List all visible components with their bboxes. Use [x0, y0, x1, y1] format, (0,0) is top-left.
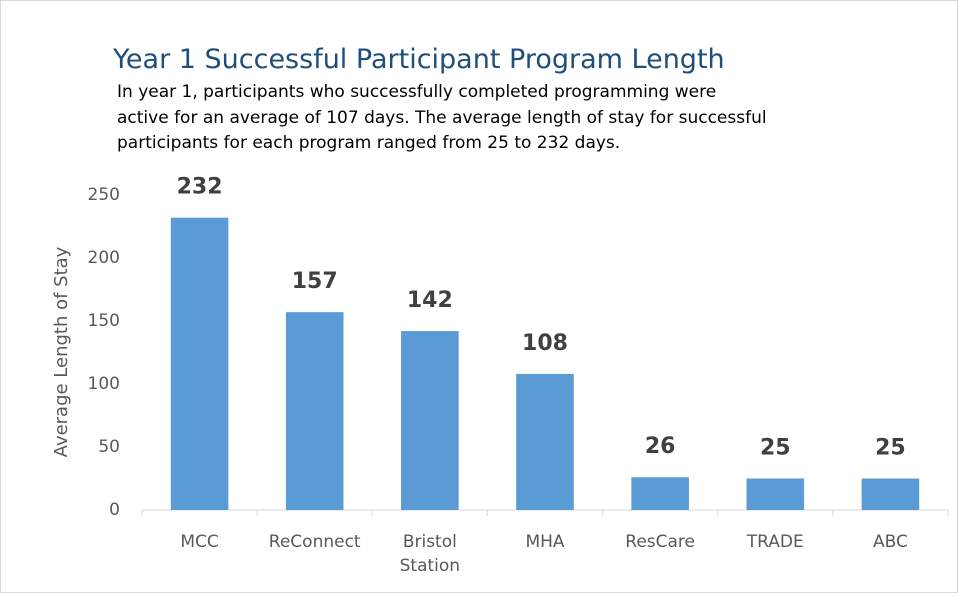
y-axis-label: Average Length of Stay	[51, 246, 72, 457]
bar	[631, 477, 689, 510]
y-tick-label: 200	[88, 248, 120, 268]
x-tick-label: ResCare	[625, 532, 695, 552]
data-label: 25	[875, 436, 906, 461]
x-tick-label: TRADE	[746, 532, 804, 552]
data-label: 26	[645, 434, 676, 459]
x-tick-label: MCC	[180, 532, 218, 552]
bar	[285, 312, 344, 510]
data-label: 108	[522, 331, 568, 356]
chart-title: Year 1 Successful Participant Program Le…	[113, 44, 725, 75]
bar	[746, 478, 805, 510]
x-tick-label: MHA	[525, 532, 564, 552]
y-tick-label: 50	[98, 437, 120, 457]
x-tick-label: ABC	[873, 532, 908, 552]
x-tick-label: Bristol Station	[400, 532, 460, 576]
data-label: 142	[407, 288, 453, 313]
y-tick-label: 100	[88, 374, 120, 394]
x-tick-label: ReConnect	[269, 532, 361, 552]
y-tick-label: 150	[88, 311, 120, 331]
data-label: 232	[177, 175, 223, 200]
chart-subtitle: In year 1, participants who successfully…	[117, 82, 767, 153]
bar	[516, 373, 574, 510]
data-label: 25	[760, 436, 791, 461]
bar	[170, 217, 229, 510]
y-tick-label: 250	[88, 185, 120, 205]
data-label: 157	[292, 269, 338, 294]
bar	[401, 331, 459, 510]
bar	[861, 478, 920, 510]
y-tick-label: 0	[109, 500, 120, 520]
